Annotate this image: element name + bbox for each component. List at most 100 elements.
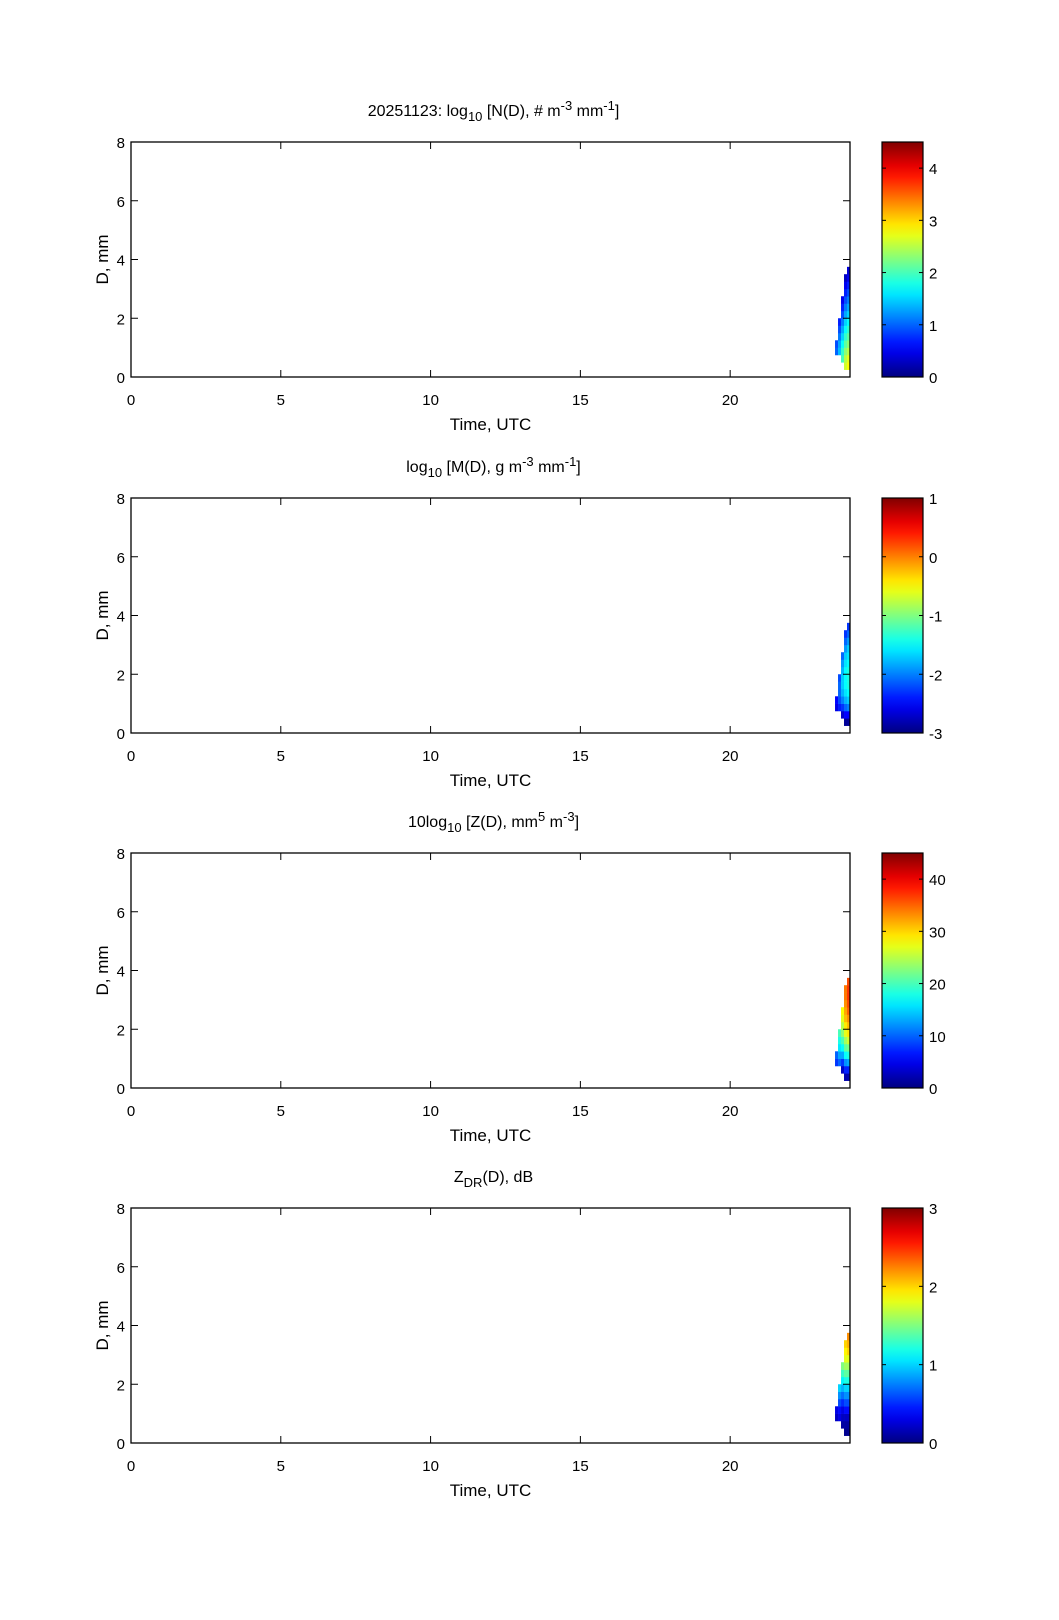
heatmap-cell [841,1065,845,1074]
colorbar-tick-label: 1 [929,491,937,508]
y-tick-label: 8 [117,846,125,863]
heatmap-cell [847,1391,850,1400]
heatmap-cell [844,644,848,653]
heatmap-cell [844,1058,848,1067]
title-supscript: -3 [522,454,534,469]
heatmap-cell [841,325,845,334]
heatmap-cell [847,718,850,726]
colorbar-tick-label: 0 [929,1436,937,1453]
heatmap-cell [844,362,848,370]
heatmap-cell [841,710,845,719]
chart-title: ZDR(D), dB [454,1169,533,1190]
title-supscript: -3 [563,809,575,824]
heatmap-cell [844,1007,848,1015]
heatmap-cell [847,1420,850,1429]
heatmap-cell [841,659,845,668]
heatmap-cell [841,1391,845,1400]
heatmap-cell [847,1073,850,1081]
heatmap-cell [847,332,850,341]
heatmap-cell [844,681,848,690]
heatmap-cell [844,659,848,668]
title-text: ] [615,103,619,120]
colorbar-gradient [881,141,924,378]
heatmap-cell [847,1347,850,1356]
heatmap-cell [838,1391,842,1400]
colorbar-tick-label: 30 [929,924,946,941]
x-tick-label: 20 [722,1103,739,1120]
colorbar-tick-label: 3 [929,213,937,230]
heatmap-cell [847,637,850,646]
heatmap-cell [844,1043,848,1052]
colorbar-tick-label: 20 [929,977,946,994]
colorbar-tick-label: 1 [929,1358,937,1375]
heatmap-cell [847,318,850,326]
colorbar-tick-label: 3 [929,1201,937,1218]
x-tick-label: 20 [722,748,739,765]
heatmap-cell [841,703,845,712]
heatmap-cell [844,1036,848,1045]
heatmap-cell [841,1051,845,1059]
heatmap-cell [838,703,842,712]
heatmap-cell [844,696,848,704]
heatmap-cell [838,347,842,356]
heatmap-cell [847,1398,850,1407]
heatmap-cell [844,1413,848,1422]
heatmap-cell [847,977,850,986]
heatmap-cell [847,362,850,370]
x-tick-label: 10 [422,748,439,765]
heatmap-cell [838,1058,842,1067]
heatmap-cell [847,674,850,682]
y-tick-label: 2 [117,1377,125,1394]
heatmap-cell [847,1413,850,1422]
y-tick-label: 6 [117,905,125,922]
y-tick-label: 6 [117,550,125,567]
title-supscript: 5 [538,809,545,824]
y-tick-label: 0 [117,1081,125,1098]
x-tick-label: 10 [422,1458,439,1475]
heatmap-cell [844,718,848,726]
x-tick-label: 10 [422,1103,439,1120]
heatmap-cell [847,1007,850,1015]
heatmap-cell [844,637,848,646]
heatmap-cell [844,710,848,719]
heatmap-cell [844,999,848,1008]
colorbar-tick-label: -3 [929,726,942,743]
x-tick-label: 20 [722,392,739,409]
heatmap-cell [841,1036,845,1045]
title-text: [Z(D), mm [462,814,538,831]
y-tick-label: 4 [117,964,125,981]
x-tick-label: 5 [277,392,285,409]
y-tick-label: 6 [117,194,125,211]
heatmap-cell [844,985,848,993]
y-tick-label: 8 [117,135,125,152]
heatmap-cell [844,1428,848,1436]
heatmap-cell [844,1354,848,1363]
heatmap-cell [844,674,848,682]
chart-title: 20251123: log10 [N(D), # m-3 mm-1] [368,98,620,123]
colorbar-tick-label: -1 [929,609,942,626]
heatmap-cell [838,1413,842,1422]
title-text: [M(D), g m [442,459,522,476]
heatmap-cell [841,1362,845,1370]
heatmap-cell [847,622,850,631]
heatmap-cell [838,1036,842,1045]
heatmap-cell [841,1029,845,1037]
heatmap-cell [847,1362,850,1370]
title-text: mm [534,459,565,476]
heatmap-cell [847,303,850,312]
heatmap-cell [841,688,845,697]
heatmap-cell [841,1398,845,1407]
heatmap-cell [847,992,850,1001]
heatmap-cell [844,281,848,290]
heatmap-cell [847,999,850,1008]
heatmap-cell [841,347,845,356]
heatmap-cell [844,1391,848,1400]
y-axis-label: D, mm [93,945,112,995]
y-axis-label: D, mm [93,590,112,640]
heatmap-cell [835,340,839,348]
heatmap-cell [847,1029,850,1037]
heatmap-cell [847,354,850,363]
